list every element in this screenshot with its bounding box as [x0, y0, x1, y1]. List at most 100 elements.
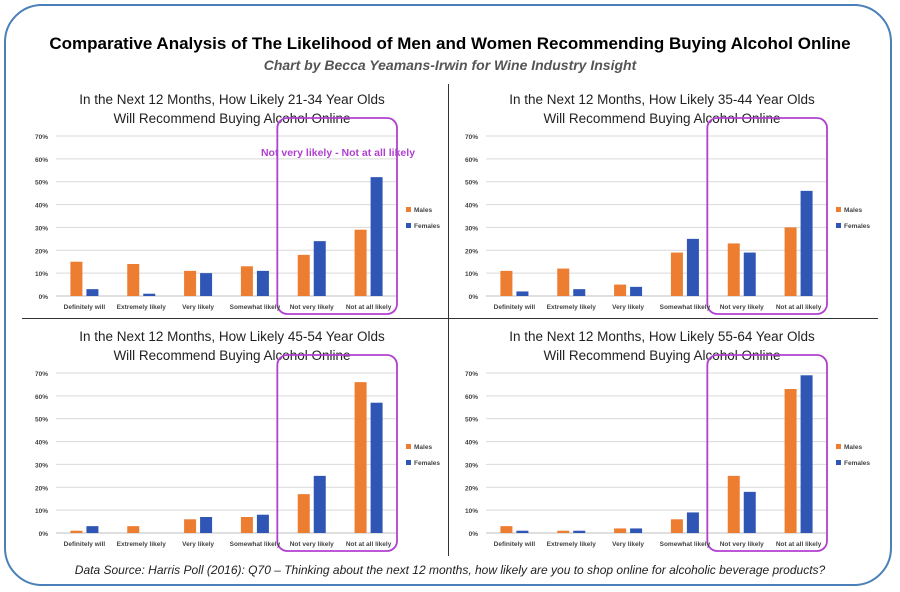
bar-males-3	[670, 519, 683, 533]
x-tick-label: Extremely likely	[117, 541, 167, 548]
highlight-box	[276, 117, 398, 315]
y-tick-label: 30%	[35, 225, 48, 232]
y-tick-label: 30%	[465, 462, 478, 469]
y-tick-label: 0%	[469, 294, 479, 301]
legend-swatch-males	[406, 207, 411, 212]
bar-females-5	[370, 402, 383, 533]
rounded-frame	[4, 4, 892, 586]
bar-females-2	[200, 273, 213, 296]
vertical-divider	[448, 84, 449, 556]
bar-males-4	[297, 254, 310, 296]
bar-females-1	[143, 293, 156, 296]
x-tick-label: Not at all likely	[346, 304, 392, 311]
x-tick-label: Very likely	[182, 304, 214, 311]
bar-females-1	[573, 289, 586, 296]
bar-males-3	[240, 517, 253, 533]
y-tick-label: 70%	[35, 371, 48, 378]
legend-swatch-females	[406, 460, 411, 465]
x-tick-label: Not very likely	[720, 541, 764, 548]
highlight-annotation: Not very likely - Not at all likely	[261, 147, 415, 159]
bar-males-1	[127, 526, 140, 533]
legend-swatch-females	[406, 223, 411, 228]
x-tick-label: Definitely will	[64, 541, 106, 548]
y-tick-label: 50%	[465, 417, 478, 424]
chart-panel-55-64: In the Next 12 Months, How Likely 55-64 …	[452, 323, 872, 555]
bar-females-4	[313, 475, 326, 533]
panel-title: In the Next 12 Months, How Likely 55-64 …	[452, 327, 872, 365]
x-tick-label: Not at all likely	[776, 304, 822, 311]
panel-title: In the Next 12 Months, How Likely 45-54 …	[22, 327, 442, 365]
bar-males-3	[670, 252, 683, 296]
legend-label-females: Females	[844, 223, 870, 230]
bar-females-0	[516, 530, 529, 533]
y-tick-label: 0%	[39, 294, 49, 301]
y-tick-label: 30%	[35, 462, 48, 469]
y-tick-label: 60%	[35, 394, 48, 401]
legend-label-females: Females	[414, 223, 440, 230]
legend-label-males: Males	[844, 207, 862, 214]
legend-swatch-females	[836, 223, 841, 228]
legend-label-males: Males	[844, 444, 862, 451]
bar-males-1	[557, 530, 570, 533]
bar-chart-45-54: 0% 10% 20% 30% 40% 50% 60% 70% Definitely will Ex…	[35, 354, 440, 552]
bar-males-0	[500, 270, 513, 296]
panel-title-line2: Will Recommend Buying Alcohol Online	[543, 111, 781, 126]
y-tick-label: 40%	[35, 440, 48, 447]
bar-males-0	[500, 526, 513, 533]
bar-males-0	[70, 261, 83, 296]
x-tick-label: Not very likely	[290, 304, 334, 311]
legend-swatch-males	[836, 207, 841, 212]
x-tick-label: Extremely likely	[547, 541, 597, 548]
y-tick-label: 40%	[465, 440, 478, 447]
horizontal-divider	[22, 318, 878, 319]
x-tick-label: Definitely will	[64, 304, 106, 311]
bar-males-4	[727, 243, 740, 296]
y-tick-label: 40%	[35, 203, 48, 210]
panel-title: In the Next 12 Months, How Likely 35-44 …	[452, 90, 872, 128]
bar-males-2	[614, 284, 627, 296]
y-tick-label: 50%	[465, 180, 478, 187]
y-tick-label: 50%	[35, 417, 48, 424]
y-tick-label: 20%	[35, 485, 48, 492]
y-tick-label: 30%	[465, 225, 478, 232]
bar-males-2	[614, 528, 627, 533]
y-tick-label: 20%	[465, 248, 478, 255]
bar-males-5	[784, 389, 797, 533]
y-tick-label: 20%	[35, 248, 48, 255]
x-tick-label: Not at all likely	[346, 541, 392, 548]
x-tick-label: Not at all likely	[776, 541, 822, 548]
panel-title-line1: In the Next 12 Months, How Likely 45-54 …	[79, 329, 385, 344]
bar-females-2	[630, 286, 643, 296]
bar-females-3	[686, 238, 699, 296]
bar-females-3	[686, 512, 699, 533]
x-tick-label: Extremely likely	[547, 304, 597, 311]
chart-panel-21-34: In the Next 12 Months, How Likely 21-34 …	[22, 86, 442, 318]
bar-males-5	[784, 227, 797, 296]
panel-title-line2: Will Recommend Buying Alcohol Online	[543, 348, 781, 363]
bar-females-5	[800, 375, 813, 533]
legend-label-males: Males	[414, 207, 432, 214]
y-tick-label: 10%	[35, 271, 48, 278]
y-tick-label: 60%	[465, 394, 478, 401]
panel-title-line1: In the Next 12 Months, How Likely 35-44 …	[509, 92, 815, 107]
bar-males-0	[70, 530, 83, 533]
chart-panel-35-44: In the Next 12 Months, How Likely 35-44 …	[452, 86, 872, 318]
y-tick-label: 10%	[465, 508, 478, 515]
y-tick-label: 0%	[39, 531, 49, 538]
bar-females-5	[370, 177, 383, 296]
x-tick-label: Extremely likely	[117, 304, 167, 311]
bar-males-2	[184, 519, 197, 533]
bar-males-4	[297, 494, 310, 533]
bar-males-2	[184, 270, 197, 296]
subtitle: Chart by Becca Yeamans-Irwin for Wine In…	[263, 57, 637, 73]
panel-title-line1: In the Next 12 Months, How Likely 55-64 …	[509, 329, 815, 344]
bar-females-3	[256, 270, 269, 296]
bar-females-0	[86, 526, 99, 533]
x-tick-label: Somewhat likely	[230, 304, 281, 311]
x-tick-label: Not very likely	[290, 541, 334, 548]
data-source-footer: Data Source: Harris Poll (2016): Q70 – T…	[74, 563, 826, 577]
bar-males-4	[727, 475, 740, 533]
y-tick-label: 50%	[35, 180, 48, 187]
y-tick-label: 10%	[465, 271, 478, 278]
y-tick-label: 10%	[35, 508, 48, 515]
